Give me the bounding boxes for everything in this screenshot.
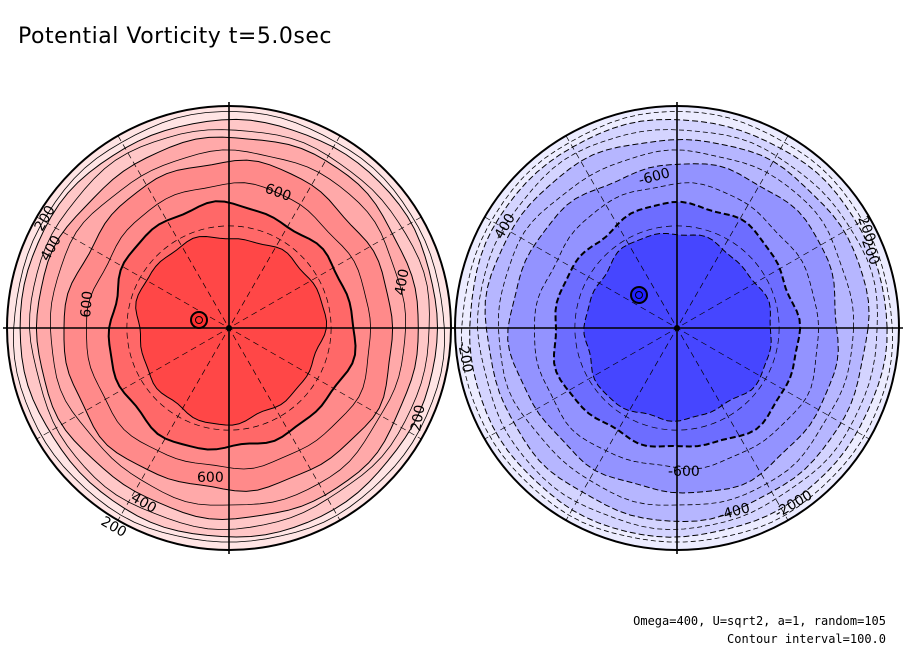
pole-marker	[226, 325, 232, 331]
contour-label: -400	[717, 500, 752, 524]
vortex-core	[195, 316, 203, 324]
contour-label: 200	[408, 404, 428, 433]
chart-title: Potential Vorticity t=5.0sec	[18, 24, 332, 49]
contour-label: 600	[197, 470, 224, 486]
pole-marker	[674, 325, 680, 331]
contour-line	[460, 111, 894, 543]
vortex-core	[635, 291, 643, 299]
parameters-note: Omega=400, U=sqrt2, a=1, random=105	[633, 614, 886, 628]
contour-label: -600	[668, 464, 700, 480]
vortex-feature	[630, 286, 648, 304]
contour-interval-note: Contour interval=100.0	[727, 632, 886, 646]
contour-label: -200	[454, 340, 475, 374]
contour-label: 400	[392, 268, 412, 297]
vortex-feature	[190, 311, 208, 329]
contour-label: -600	[637, 165, 672, 189]
contour-label: 600	[78, 290, 96, 318]
